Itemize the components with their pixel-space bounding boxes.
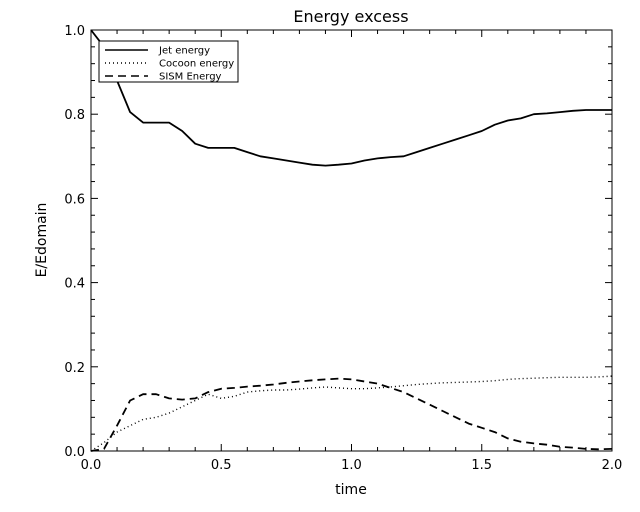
x-tick-label: 1.0: [341, 458, 362, 473]
chart-title: Energy excess: [293, 7, 408, 26]
x-tick-label: 2.0: [602, 458, 623, 473]
x-tick-label: 1.5: [471, 458, 492, 473]
y-tick-label: 0.2: [64, 361, 85, 376]
series-line-jet-energy: [90, 29, 612, 167]
legend-label: Cocoon energy: [159, 59, 234, 70]
x-axis-label: time: [335, 482, 367, 498]
plot-area: [90, 29, 613, 452]
y-tick-label: 0.6: [64, 192, 85, 207]
y-axis-label: E/Edomain: [34, 203, 50, 278]
axis-ticks: 0.0 0.5 1.0 1.5 2.0 0.0 0.2 0.4 0.6 0.8 1.0: [64, 24, 622, 473]
legend-box: [98, 40, 239, 83]
x-tick-label: 0.5: [211, 458, 232, 473]
y-tick-label: 1.0: [64, 24, 85, 39]
series-line-sism-energy: [90, 377, 613, 452]
series-line-cocoon-energy: [90, 375, 613, 452]
x-tick-label: 0.0: [81, 458, 102, 473]
legend-label: Jet energy: [158, 46, 210, 57]
legend: Jet energy Cocoon energy SISM Energy: [98, 40, 239, 83]
y-tick-label: 0.8: [64, 108, 85, 123]
legend-label: SISM Energy: [159, 72, 222, 83]
y-tick-label: 0.4: [64, 277, 85, 292]
y-tick-label: 0.0: [64, 445, 85, 460]
